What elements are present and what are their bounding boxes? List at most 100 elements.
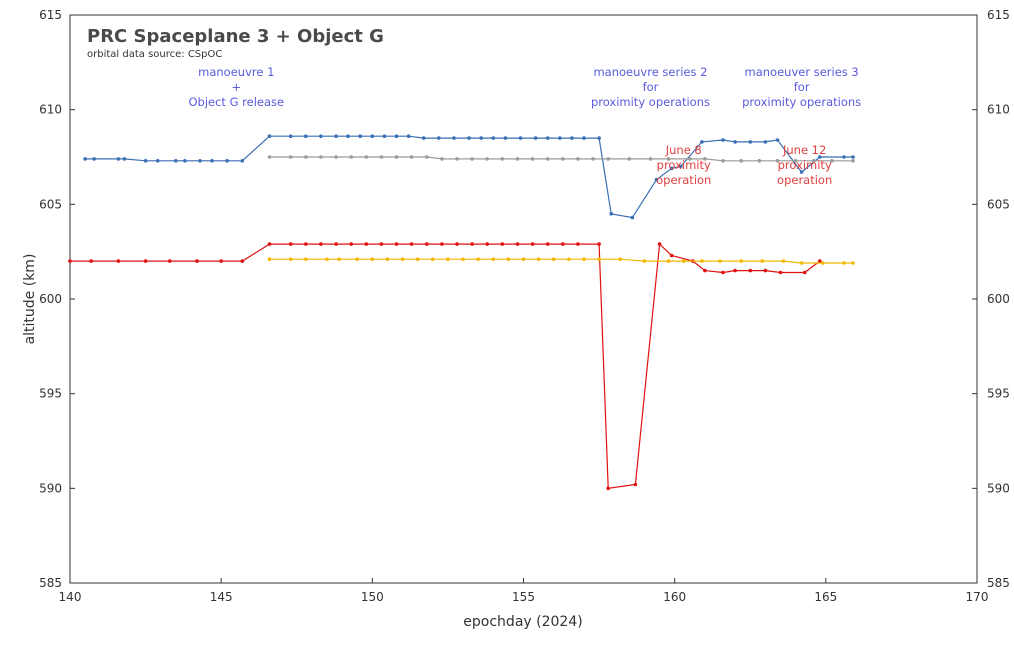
data-point (425, 242, 429, 246)
data-point (606, 157, 610, 161)
data-point (545, 242, 550, 246)
data-point (570, 136, 574, 140)
data-point (364, 155, 369, 159)
data-point (654, 177, 659, 182)
data-point (225, 159, 229, 163)
y-tick-label: 615 (39, 8, 62, 22)
data-point (760, 259, 765, 263)
annotation-text: Object G release (188, 95, 284, 109)
data-point (358, 134, 363, 138)
data-point (545, 136, 550, 140)
data-point (370, 134, 375, 138)
data-point (688, 157, 692, 161)
data-point (68, 259, 72, 263)
data-point (195, 259, 199, 263)
data-point (394, 134, 399, 138)
annotation-text: proximity (778, 158, 832, 172)
annotation-text: for (643, 80, 659, 94)
data-point (116, 259, 121, 263)
data-point (267, 257, 272, 262)
data-point (545, 157, 550, 161)
data-point (666, 259, 671, 263)
data-point (168, 259, 172, 263)
y-axis-left: 585 590 595 600 605 610 615 (39, 8, 75, 590)
data-point (618, 257, 622, 262)
data-point (793, 159, 798, 163)
annotation-text: operation (656, 173, 711, 187)
data-point (657, 242, 662, 246)
data-point (561, 157, 565, 161)
data-point (267, 134, 272, 138)
y-tick-label-right: 605 (987, 197, 1010, 211)
data-point (733, 140, 737, 144)
data-point (304, 242, 308, 246)
data-point (400, 257, 405, 262)
y-tick-label-right: 590 (987, 481, 1010, 495)
data-point (476, 257, 481, 262)
data-point (818, 259, 822, 263)
series-red (68, 242, 822, 491)
data-point (681, 259, 686, 263)
data-point (325, 257, 329, 262)
data-point (379, 155, 384, 159)
data-point (700, 259, 704, 263)
data-point (778, 270, 783, 275)
data-point (491, 136, 496, 140)
y-tick-label-right: 595 (987, 387, 1010, 401)
annotation-text: June 12 (782, 143, 826, 157)
data-point (648, 157, 653, 161)
data-point (842, 261, 846, 265)
y-tick-label: 605 (39, 197, 62, 211)
data-point (521, 257, 526, 262)
data-point (415, 257, 420, 262)
data-point (567, 257, 571, 262)
data-point (467, 136, 471, 140)
series-orange (267, 257, 855, 265)
data-point (470, 157, 474, 161)
data-point (267, 155, 272, 159)
y-axis-label: altitude (km) (22, 254, 38, 345)
data-point (533, 136, 538, 140)
data-point (446, 257, 450, 262)
data-point (440, 242, 444, 246)
data-point (627, 157, 632, 161)
x-tick-label: 170 (966, 590, 989, 604)
series-line (85, 135, 853, 219)
y-tick-label-right: 600 (987, 292, 1010, 306)
data-point (518, 136, 523, 140)
annotation-text: manoeuver series 3 (745, 65, 859, 79)
data-point (530, 157, 535, 161)
series-layer (68, 134, 855, 491)
x-tick-label: 140 (59, 590, 82, 604)
data-point (515, 242, 520, 246)
data-point (811, 159, 816, 163)
data-point (830, 159, 834, 163)
data-point (267, 242, 272, 246)
data-point (455, 242, 459, 246)
x-tick-label: 160 (663, 590, 686, 604)
data-point (733, 268, 737, 273)
data-point (500, 157, 505, 161)
data-point (92, 157, 96, 161)
data-point (406, 134, 411, 138)
data-point (116, 157, 121, 161)
data-point (319, 134, 323, 138)
data-point (288, 155, 293, 159)
data-point (818, 155, 822, 159)
data-point (334, 155, 338, 159)
data-point (503, 136, 508, 140)
annotation-text: manoeuvre 1 (198, 65, 274, 79)
data-point (364, 242, 369, 246)
data-point (288, 257, 293, 262)
data-point (757, 159, 762, 163)
data-point (319, 242, 323, 246)
data-point (470, 242, 474, 246)
data-point (582, 257, 586, 262)
data-point (669, 253, 674, 258)
annotation-text: proximity operations (591, 95, 710, 109)
data-point (394, 155, 399, 159)
data-point (597, 136, 601, 140)
series-line (70, 242, 821, 489)
data-point (799, 170, 804, 174)
data-point (536, 257, 541, 262)
